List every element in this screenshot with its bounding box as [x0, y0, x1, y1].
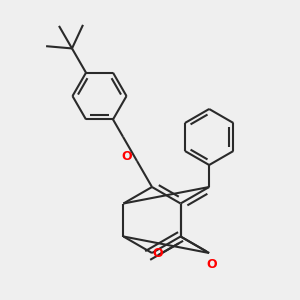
- Text: O: O: [152, 247, 163, 260]
- Text: O: O: [122, 149, 132, 163]
- Text: O: O: [207, 259, 218, 272]
